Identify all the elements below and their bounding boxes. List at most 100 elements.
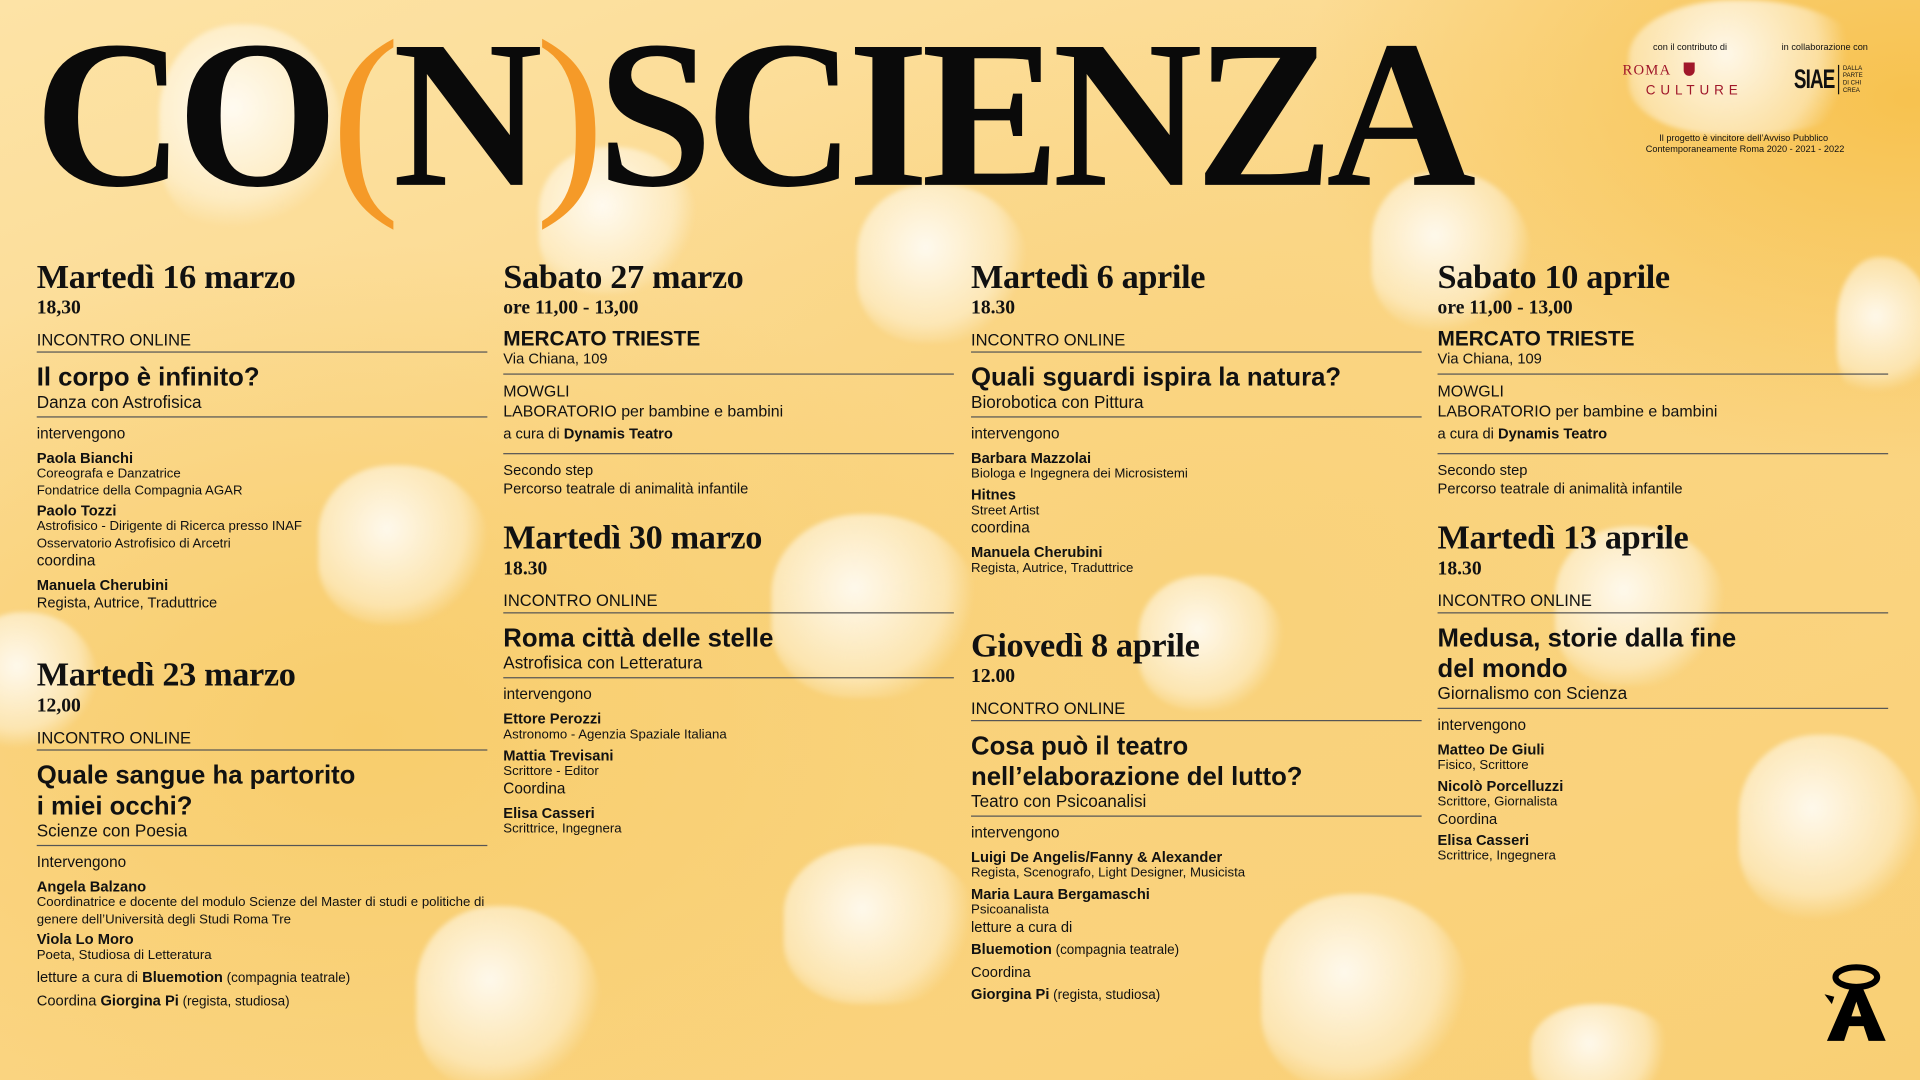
event-time: 12.00: [971, 666, 1016, 687]
siae-tagline: DALLA PARTE DI CHI CREA: [1837, 64, 1863, 95]
event-talk: Medusa, storie dalla fine del mondo Giorn…: [1437, 623, 1889, 709]
detail-text: (compagnia teatrale): [222, 970, 351, 986]
event-time: 18.30: [503, 558, 548, 580]
popcorn-decoration: [1371, 171, 1531, 331]
detail-text: Secondo step: [1437, 461, 1528, 479]
popcorn-decoration: [1628, 0, 1874, 135]
siae-logo: SIAE DALLA PARTE DI CHI CREA: [1794, 64, 1863, 96]
popcorn-decoration: [771, 514, 980, 698]
popcorn-decoration: [159, 24, 343, 233]
popcorn-decoration: [1555, 526, 1727, 686]
event-date: Martedì 23 marzo: [36, 656, 296, 695]
event-details: intervengono Ettore Perozzi Astronomo - Ag…: [503, 678, 954, 844]
event-title: Quale sangue ha partorito i miei occhi?: [36, 761, 356, 821]
speaker-role: Fondatrice della Compagnia AGAR: [36, 483, 243, 498]
project-note-line: Contemporaneamente Roma 2020 - 2021 - 20…: [1645, 143, 1845, 155]
detail-label: intervengono: [971, 424, 1060, 443]
event-talk: Quale sangue ha partorito i miei occhi? S…: [36, 760, 488, 847]
poster-title: CO(N)SCIENZA: [34, 0, 1476, 238]
highlight-name: Bluemotion: [971, 940, 1052, 958]
event-card: Martedì 13 aprile 18.30 INCONTRO ONLINE Med…: [1437, 520, 1889, 871]
popcorn-decoration: [1138, 575, 1286, 711]
event-title: Roma città delle stelle: [503, 624, 774, 653]
event-details: Intervengono Angela Balzano Coordinatrice …: [37, 846, 488, 1020]
event-details: intervengono Paola Bianchi Coreografa e Da…: [37, 418, 488, 619]
detail-line: Bluemotion (compagnia teatrale): [971, 940, 1422, 960]
popcorn-decoration: [416, 906, 601, 1080]
event-card: Sabato 10 aprile ore 11,00 - 13,00 MERCATO…: [1437, 258, 1889, 505]
workshop-line: MOWGLI: [503, 382, 570, 401]
detail-label: coordina: [36, 552, 96, 570]
speaker-name: Hitnes: [971, 485, 1016, 503]
detail-text: letture a cura di: [971, 918, 1073, 936]
detail-text: (regista, studiosa): [178, 993, 290, 1009]
event-card: Martedì 6 aprile 18.30 INCONTRO ONLINE Qual…: [971, 258, 1422, 584]
event-time: 12,00: [36, 695, 81, 717]
event-details: MOWGLI LABORATORIO per bambine e bambini a…: [1437, 375, 1889, 455]
speaker-role: Psicoanalista: [971, 901, 1049, 917]
speaker-role: Coordinatrice e docente del modulo Scien…: [36, 895, 485, 927]
roma-shield-icon: [1683, 62, 1695, 76]
siae-logo-text: SIAE: [1793, 63, 1835, 95]
event-details: intervengono Luigi De Angelis/Fanny & Ale…: [971, 817, 1422, 1015]
event-date: Sabato 27 marzo: [503, 258, 744, 297]
detail-text: (regista, studiosa): [1049, 988, 1161, 1003]
speaker-role: Biologa e Ingegnera dei Microsistemi: [971, 466, 1188, 482]
title-part: N: [392, 0, 543, 232]
event-details: MOWGLI LABORATORIO per bambine e bambini a…: [503, 375, 954, 455]
event-date: Sabato 10 aprile: [1437, 258, 1671, 297]
event-title: Il corpo è infinito?: [36, 363, 260, 392]
venue-address: Via Chiana, 109: [1437, 350, 1542, 368]
speaker-name: Paola Bianchi: [36, 449, 134, 467]
popcorn-decoration: [1836, 257, 1920, 405]
event-talk: Roma città delle stelle Astrofisica con L…: [503, 623, 954, 679]
event-date: Martedì 30 marzo: [503, 519, 763, 558]
popcorn-decoration: [783, 844, 980, 1005]
event-time: ore 11,00 - 13,00: [503, 297, 639, 319]
detail-text: Coordina: [1437, 810, 1498, 828]
detail-line: a cura di Dynamis Teatro: [503, 425, 954, 443]
event-type-tag: INCONTRO ONLINE: [971, 331, 1422, 353]
detail-line: Giorgina Pi (regista, studiosa): [971, 986, 1422, 1006]
venue-name: MERCATO TRIESTE: [1437, 326, 1635, 351]
event-details: Secondo step Percorso teatrale di animali…: [503, 454, 954, 504]
popcorn-decoration: [538, 146, 698, 294]
detail-line: a cura di Dynamis Teatro: [1438, 425, 1889, 443]
speaker-role: Fisico, Scrittore: [1437, 757, 1529, 773]
event-details: intervengono Matteo De Giuli Fisico, Scrit…: [1438, 709, 1889, 871]
event-date: Martedì 6 aprile: [971, 258, 1206, 297]
contributo-label: con il contributo di: [1653, 41, 1728, 53]
popcorn-decoration: [1738, 734, 1920, 919]
highlight-name: Bluemotion: [142, 967, 223, 986]
event-time: 18.30: [1437, 558, 1482, 580]
speaker-name: Elisa Casseri: [503, 804, 595, 822]
highlight-name: Giorgina Pi: [971, 985, 1050, 1003]
event-subtitle: Danza con Astrofisica: [36, 391, 202, 412]
event-time: 18,30: [36, 297, 81, 319]
event-title: Medusa, storie dalla fine del mondo: [1437, 624, 1737, 684]
event-subtitle: Teatro con Psicoanalisi: [971, 791, 1147, 811]
detail-label: intervengono: [1437, 716, 1527, 734]
detail-text: Coordina: [36, 991, 101, 1009]
event-talk: Il corpo è infinito? Danza con Astrofisic…: [36, 362, 488, 418]
speaker-name: Angela Balzano: [36, 877, 147, 896]
speaker-name: Ettore Perozzi: [503, 710, 602, 728]
popcorn-decoration: [318, 465, 490, 625]
workshop-line: MOWGLI: [1437, 382, 1504, 401]
event-card: Martedì 30 marzo 18.30 INCONTRO ONLINE Roma…: [503, 520, 954, 844]
popcorn-decoration: [1261, 893, 1470, 1080]
speaker-name: Matteo De Giuli: [1437, 740, 1545, 758]
workshop-line: LABORATORIO per bambine e bambini: [1437, 401, 1718, 421]
culture-logo-text: CULTURE: [1645, 83, 1743, 98]
detail-label: Coordina: [503, 780, 566, 798]
event-talk: Quali sguardi ispira la natura? Bioroboti…: [971, 362, 1422, 418]
project-note-line: Il progetto è vincitore dell’Avviso Pubb…: [1659, 132, 1829, 144]
speaker-role: Regista, Autrice, Traduttrice: [971, 560, 1134, 576]
title-part: SCIENZA: [597, 0, 1476, 232]
speaker-role: Astrofisico - Dirigente di Ricerca press…: [36, 519, 302, 534]
popcorn-decoration: [1530, 1004, 1678, 1080]
rocket-a-logo-icon: [1824, 964, 1886, 1041]
detail-text: Regista, Autrice, Traduttrice: [36, 593, 218, 612]
event-title: Quali sguardi ispira la natura?: [971, 363, 1342, 392]
